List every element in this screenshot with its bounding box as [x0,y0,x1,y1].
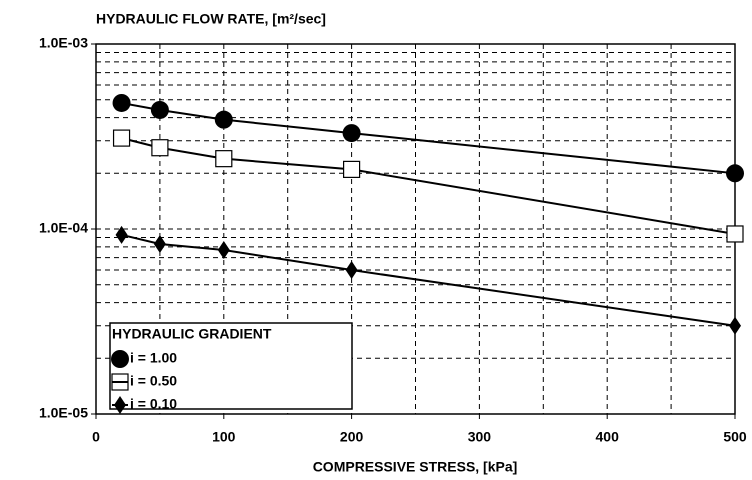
marker [726,225,744,243]
marker [115,225,128,244]
legend-label: i = 0.50 [130,373,177,389]
marker [343,160,361,178]
x-axis-label: COMPRESSIVE STRESS, [kPa] [313,459,518,475]
x-tick-label: 400 [596,429,620,445]
marker [153,234,166,253]
marker [151,139,169,157]
marker [150,100,169,119]
chart-title: HYDRAULIC FLOW RATE, [m²/sec] [96,11,326,27]
marker [114,396,126,414]
marker [342,124,361,143]
legend-title: HYDRAULIC GRADIENT [112,326,272,342]
y-tick-label: 1.0E-05 [39,405,88,421]
legend-label: i = 0.10 [130,396,177,412]
marker [215,150,233,168]
x-tick-label: 500 [723,429,747,445]
y-tick-label: 1.0E-03 [39,35,88,51]
marker [112,93,131,112]
x-tick-label: 0 [92,429,100,445]
x-tick-label: 200 [340,429,364,445]
marker [729,316,741,335]
series-line [121,233,736,327]
y-tick-label: 1.0E-04 [39,220,88,236]
legend-box [109,322,353,410]
marker [217,240,230,259]
marker [111,350,129,368]
x-tick-label: 100 [212,429,236,445]
marker [214,110,233,129]
marker [112,129,131,147]
legend-label: i = 1.00 [130,350,177,366]
series-line [121,101,736,175]
series-line [121,137,736,235]
x-tick-label: 300 [468,429,492,445]
marker [345,261,358,280]
marker [726,164,744,183]
